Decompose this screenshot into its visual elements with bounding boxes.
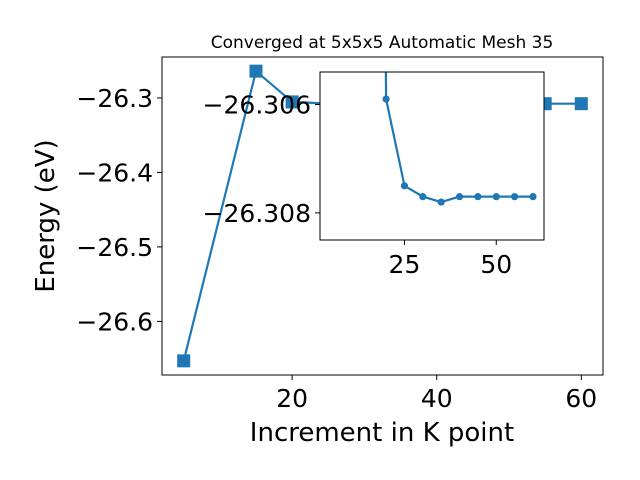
x-tick-label: 20 (276, 384, 308, 413)
inset-data-point (511, 193, 519, 201)
y-tick-label: −26.4 (76, 158, 153, 187)
inset-data-point (400, 182, 409, 190)
inset-data-point (474, 193, 482, 201)
inset-background (320, 72, 544, 240)
data-point (249, 64, 263, 78)
y-tick-label: −26.5 (76, 233, 153, 262)
inset-data-point (437, 198, 445, 206)
main-plot-frame (161, 56, 604, 376)
chart-title: Converged at 5x5x5 Automatic Mesh 35 (211, 33, 554, 53)
inset-data-point (492, 193, 500, 201)
inset-y-tick-label: −26.306 (203, 91, 311, 120)
inset-axis-ticks: 25 50 −26.308 −26.306 (203, 91, 513, 279)
x-tick-label: 60 (565, 384, 597, 413)
inset-y-tick-label: −26.308 (203, 199, 311, 228)
x-axis-label: Increment in K point (250, 418, 514, 448)
inset-series-line (384, 72, 533, 204)
data-point (285, 95, 299, 109)
main-axis-ticks: 20 40 60 −26.3 −26.4 −26.5 −26.6 (76, 84, 597, 413)
x-tick-label: 40 (421, 384, 453, 413)
y-tick-label: −26.3 (76, 84, 153, 113)
inset-series (382, 72, 537, 206)
inset-data-point (455, 193, 464, 201)
data-point (177, 354, 191, 368)
inset-x-tick-label: 25 (389, 250, 421, 279)
y-axis-label: Energy (eV) (31, 139, 61, 292)
y-tick-label: −26.6 (76, 307, 153, 336)
inset-data-point (382, 95, 390, 103)
inset-data-point (529, 193, 537, 201)
inset-x-tick-label: 50 (480, 250, 512, 279)
inset-plot-frame (319, 71, 545, 241)
inset-data-point (419, 193, 427, 201)
data-point (574, 97, 588, 111)
